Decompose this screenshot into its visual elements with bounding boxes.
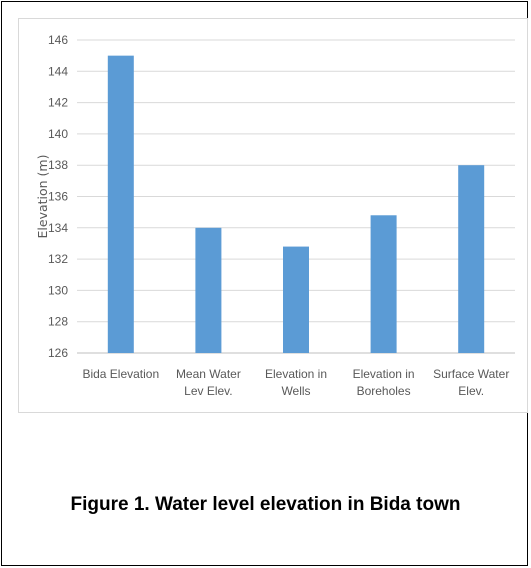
figure-caption: Figure 1. Water level elevation in Bida … [70, 494, 461, 515]
y-tick-label: 142 [48, 96, 68, 110]
y-tick-label: 146 [48, 33, 68, 47]
x-tick-label: Mean Water [176, 367, 241, 381]
y-tick-label: 130 [48, 283, 68, 297]
y-tick-label: 134 [48, 221, 68, 235]
y-tick-label: 132 [48, 252, 68, 266]
bar-chart: 126 128 130 132 134 136 138 140 142 144 146 Bida El… [35, 33, 515, 398]
x-tick-label: Elevation in [265, 367, 327, 381]
x-tick-label: Surface Water [433, 367, 509, 381]
y-tick-label: 140 [48, 127, 68, 141]
x-tick-label: Bida Elevation [82, 367, 159, 381]
y-tick-label: 128 [48, 315, 68, 329]
x-tick-label: Lev Elev. [184, 384, 232, 398]
bar [458, 165, 485, 353]
y-tick-label: 138 [48, 158, 68, 172]
x-tick-label: Elevation in [353, 367, 415, 381]
bar [107, 55, 134, 354]
chart-area: 126 128 130 132 134 136 138 140 142 144 146 Bida El… [18, 18, 528, 413]
bar [195, 227, 222, 353]
y-tick-label: 126 [48, 346, 68, 360]
y-tick-label: 136 [48, 190, 68, 204]
y-tick-label: 144 [48, 64, 68, 78]
bar [283, 246, 309, 353]
bar [370, 215, 397, 353]
x-tick-label: Boreholes [357, 384, 411, 398]
y-axis-title: Elevation (m) [35, 155, 50, 239]
x-tick-label: Wells [281, 384, 310, 398]
x-tick-label: Elev. [458, 384, 484, 398]
